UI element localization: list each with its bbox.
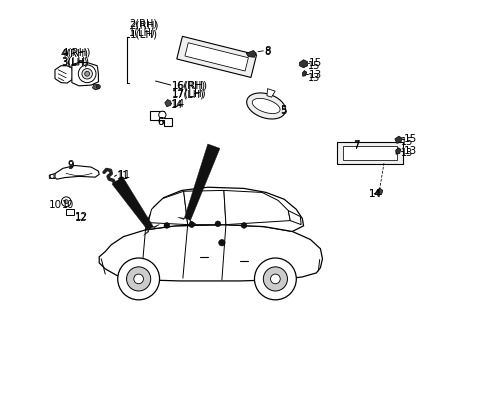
Polygon shape — [343, 146, 397, 160]
Text: 3(LH): 3(LH) — [61, 58, 88, 68]
Polygon shape — [300, 60, 308, 68]
Polygon shape — [288, 211, 301, 225]
Circle shape — [219, 239, 225, 246]
Text: 4(RH): 4(RH) — [61, 49, 89, 59]
Text: 12: 12 — [75, 213, 87, 223]
Text: 14: 14 — [369, 190, 381, 199]
Polygon shape — [177, 36, 257, 77]
Polygon shape — [66, 209, 74, 215]
Text: 14: 14 — [172, 99, 185, 109]
Polygon shape — [54, 166, 99, 179]
Text: 13: 13 — [308, 73, 321, 83]
Text: 9: 9 — [67, 160, 73, 171]
Polygon shape — [49, 173, 55, 178]
Text: 10: 10 — [62, 200, 74, 209]
Circle shape — [215, 221, 221, 227]
Polygon shape — [145, 187, 303, 232]
Text: 3(LH): 3(LH) — [61, 57, 89, 67]
Circle shape — [159, 111, 166, 118]
Text: 17(LH): 17(LH) — [172, 89, 206, 99]
Circle shape — [78, 65, 96, 83]
Text: 8: 8 — [264, 47, 270, 57]
Text: 5: 5 — [280, 105, 287, 115]
Circle shape — [96, 85, 100, 89]
Text: 9: 9 — [67, 161, 73, 171]
Text: 12: 12 — [75, 212, 88, 222]
Circle shape — [118, 258, 159, 300]
Polygon shape — [112, 177, 159, 235]
Polygon shape — [165, 100, 171, 107]
Polygon shape — [149, 111, 172, 126]
Polygon shape — [148, 191, 188, 225]
Circle shape — [82, 68, 92, 79]
Polygon shape — [252, 98, 280, 113]
Circle shape — [189, 222, 194, 228]
Text: 15: 15 — [308, 61, 321, 71]
Text: 13: 13 — [404, 146, 417, 156]
Circle shape — [164, 223, 169, 228]
Polygon shape — [396, 148, 401, 154]
Text: 10: 10 — [49, 200, 62, 210]
Text: 17(LH): 17(LH) — [172, 90, 204, 100]
Circle shape — [85, 71, 90, 76]
Text: 2(RH): 2(RH) — [130, 21, 159, 30]
Polygon shape — [267, 89, 275, 97]
Polygon shape — [185, 43, 248, 71]
Polygon shape — [99, 225, 323, 281]
Polygon shape — [55, 66, 73, 83]
Text: 16(RH): 16(RH) — [172, 80, 208, 90]
Circle shape — [64, 200, 68, 204]
Text: 11: 11 — [117, 171, 130, 181]
Text: 6: 6 — [157, 117, 164, 127]
Polygon shape — [178, 144, 220, 224]
Circle shape — [61, 197, 71, 207]
Text: 4(RH): 4(RH) — [61, 48, 91, 58]
Circle shape — [264, 267, 288, 291]
Polygon shape — [224, 190, 290, 225]
Polygon shape — [377, 188, 383, 195]
Polygon shape — [247, 93, 286, 119]
Text: 15: 15 — [309, 58, 323, 68]
Circle shape — [134, 274, 144, 284]
Circle shape — [127, 267, 151, 291]
Text: 1(LH): 1(LH) — [130, 28, 156, 38]
Text: 15: 15 — [401, 137, 413, 147]
Circle shape — [241, 223, 247, 228]
Text: 2(RH): 2(RH) — [130, 19, 157, 28]
Text: 14: 14 — [369, 189, 382, 198]
Text: 7: 7 — [353, 141, 360, 151]
Polygon shape — [395, 136, 402, 143]
Polygon shape — [336, 142, 403, 164]
Text: 14: 14 — [171, 100, 183, 110]
Polygon shape — [246, 51, 256, 58]
Circle shape — [254, 258, 296, 300]
Polygon shape — [92, 84, 99, 90]
Text: 16(RH): 16(RH) — [172, 81, 206, 91]
Circle shape — [50, 174, 54, 178]
Polygon shape — [302, 70, 307, 76]
Text: 15: 15 — [404, 134, 417, 144]
Text: 6: 6 — [157, 117, 164, 127]
Text: 13: 13 — [309, 70, 323, 80]
Text: 5: 5 — [280, 106, 287, 116]
Polygon shape — [72, 62, 98, 86]
Polygon shape — [184, 190, 226, 225]
Text: 1(LH): 1(LH) — [130, 30, 157, 40]
Circle shape — [271, 274, 280, 284]
Text: 11: 11 — [117, 170, 131, 180]
Text: 7: 7 — [353, 140, 360, 150]
Text: 13: 13 — [401, 148, 413, 158]
Text: 8: 8 — [264, 46, 271, 56]
